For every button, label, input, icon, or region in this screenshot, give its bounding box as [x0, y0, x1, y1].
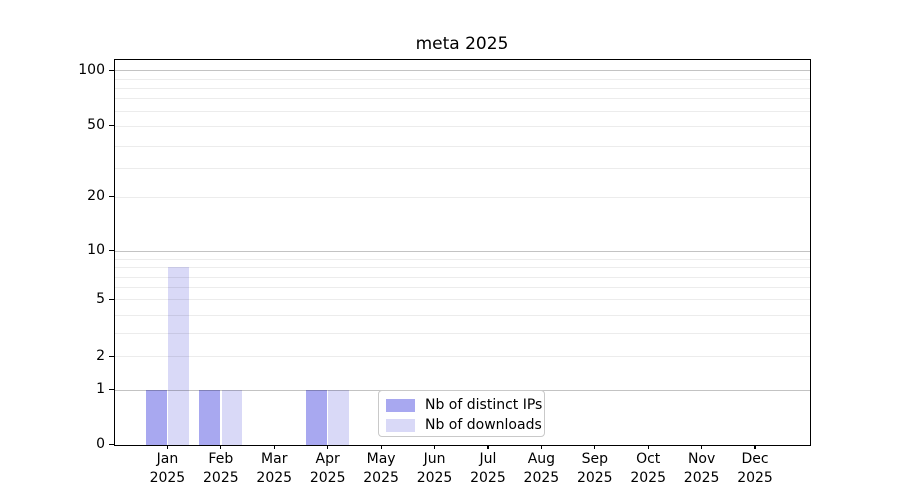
x-tick-label-feb: Feb 2025 — [203, 451, 239, 486]
minor-gridline-90 — [115, 78, 810, 80]
minor-gridline-5 — [115, 299, 810, 300]
x-tick-mark-may — [380, 444, 382, 450]
minor-gridline-20 — [115, 196, 810, 198]
legend-label-downloads: Nb of downloads — [425, 417, 542, 433]
x-tick-label-may: May 2025 — [363, 451, 399, 486]
y-tick-label-2: 2 — [96, 347, 105, 364]
bar-ips-jan — [146, 389, 167, 445]
x-tick-mark-apr — [327, 444, 329, 450]
legend-entry-distinct-ips: Nb of distinct IPs — [379, 397, 544, 414]
y-tick-mark-50 — [108, 125, 114, 127]
legend-swatch-downloads — [386, 419, 415, 432]
x-tick-label-nov: Nov 2025 — [683, 451, 720, 486]
x-tick-label-dec: Dec 2025 — [737, 451, 773, 486]
y-tick-mark-20 — [108, 196, 114, 198]
x-tick-label-apr: Apr 2025 — [309, 451, 346, 486]
minor-gridline-6 — [115, 287, 810, 288]
y-tick-label-20: 20 — [87, 188, 105, 204]
x-tick-label-aug: Aug 2025 — [523, 451, 560, 486]
legend-swatch-distinct-ips — [386, 399, 415, 412]
minor-gridline-9 — [115, 258, 810, 260]
y-tick-label-100: 100 — [78, 61, 105, 78]
legend-entry-downloads: Nb of downloads — [379, 417, 544, 434]
y-tick-mark-100 — [108, 69, 114, 71]
x-tick-mark-oct — [647, 444, 649, 450]
bars-layer — [115, 60, 810, 445]
x-tick-mark-sep — [594, 444, 596, 450]
y-tick-label-5: 5 — [96, 290, 105, 307]
x-tick-mark-aug — [540, 444, 542, 450]
y-tick-label-10: 10 — [87, 242, 105, 258]
y-tick-mark-10 — [108, 250, 114, 252]
y-tick-mark-0 — [108, 444, 114, 446]
x-tick-mark-jan — [166, 444, 168, 450]
y-tick-label-1: 1 — [96, 381, 105, 397]
y-tick-label-50: 50 — [87, 117, 105, 133]
x-tick-mark-jun — [433, 444, 436, 450]
x-tick-mark-nov — [701, 444, 703, 450]
x-tick-mark-feb — [220, 444, 222, 450]
minor-gridline-7 — [115, 276, 810, 278]
plot-area: 100 50 20 10 5 2 1 0 Jan 2025 Feb 2025 Mar 2025 Ap… — [78, 59, 811, 486]
y-tick-mark-1 — [108, 389, 114, 391]
legend-label-distinct-ips: Nb of distinct IPs — [425, 397, 543, 413]
minor-gridline-4 — [115, 315, 810, 316]
x-tick-label-jan: Jan 2025 — [149, 451, 186, 486]
chart-title: meta 2025 — [415, 34, 509, 54]
x-tick-label-mar: Mar 2025 — [256, 451, 293, 486]
minor-gridline-50 — [115, 125, 810, 127]
major-gridline-100 — [115, 70, 810, 71]
bar-downloads-feb — [221, 389, 243, 445]
x-tick-label-jun: Jun 2025 — [416, 451, 453, 486]
x-axis: Jan 2025 Feb 2025 Mar 2025 Apr 2025 May 2025… — [115, 60, 810, 486]
x-tick-mark-dec — [754, 444, 756, 450]
x-tick-label-sep: Sep 2025 — [576, 451, 613, 486]
minor-gridline-30 — [115, 167, 810, 169]
y-tick-mark-5 — [108, 298, 114, 300]
bar-downloads-apr — [328, 389, 350, 445]
x-tick-mark-jul — [487, 444, 489, 450]
minor-gridline-70 — [115, 98, 810, 99]
legend: Nb of distinct IPs Nb of downloads — [378, 390, 545, 437]
bar-downloads-jan — [168, 266, 189, 445]
minor-gridline-2 — [115, 356, 810, 357]
minor-gridline-40 — [115, 145, 810, 147]
x-tick-label-oct: Oct 2025 — [630, 451, 666, 486]
y-axis: 100 50 20 10 5 2 1 0 — [78, 60, 810, 452]
minor-gridline-8 — [115, 266, 810, 268]
bar-ips-apr — [306, 389, 327, 445]
minor-gridline-60 — [115, 110, 810, 112]
minor-gridline-3 — [115, 333, 810, 334]
y-tick-mark-2 — [108, 355, 114, 357]
y-tick-label-0: 0 — [96, 436, 105, 452]
major-gridline-10 — [115, 250, 810, 252]
x-tick-label-jul: Jul 2025 — [470, 451, 506, 486]
x-tick-mark-mar — [273, 444, 275, 450]
gridlines-layer — [115, 60, 810, 445]
bar-ips-feb — [199, 389, 221, 445]
minor-gridline-80 — [115, 88, 810, 89]
